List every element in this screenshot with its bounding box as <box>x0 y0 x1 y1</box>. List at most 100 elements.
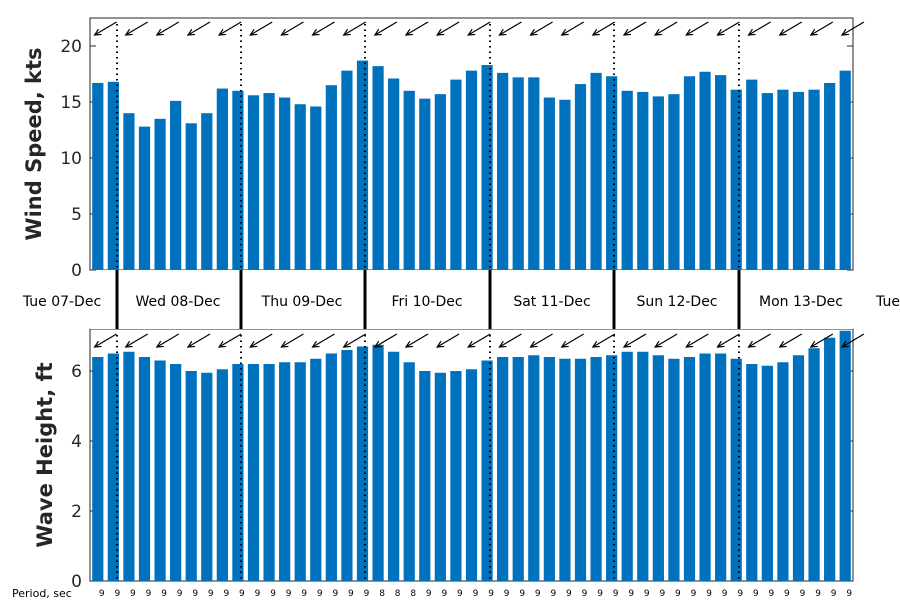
wave-bar <box>574 358 587 581</box>
arrow-shaft <box>841 21 865 36</box>
wind-bar <box>512 77 524 270</box>
period-value: 8 <box>410 589 416 599</box>
arrow-head <box>155 28 164 36</box>
wave-direction-arrow <box>249 333 273 348</box>
wind-bar <box>574 84 587 270</box>
arrow-shaft <box>249 333 273 348</box>
arrow-shaft <box>187 333 211 348</box>
wave-direction-arrow <box>653 333 678 348</box>
arrow-shaft <box>467 21 491 36</box>
wind-direction-arrow <box>591 21 616 36</box>
wind-direction-arrow <box>249 21 273 36</box>
period-value: 9 <box>332 589 338 599</box>
wave-ytick-label: 0 <box>71 572 82 592</box>
period-value: 9 <box>768 589 774 599</box>
period-value: 9 <box>753 589 759 599</box>
arrow-shaft <box>343 333 367 348</box>
arrow-shaft <box>312 333 335 348</box>
arrow-head <box>840 28 850 36</box>
wind-bar <box>403 90 415 270</box>
arrow-shaft <box>436 333 460 348</box>
period-value: 9 <box>597 589 603 599</box>
arrow-shaft <box>685 333 709 348</box>
period-value: 9 <box>737 589 743 599</box>
wind-direction-arrow <box>498 21 522 36</box>
day-label: Mon 13-Dec <box>759 294 843 310</box>
period-value: 9 <box>566 589 572 599</box>
wave-bar <box>808 348 820 581</box>
wind-bar <box>341 70 353 270</box>
wind-direction-arrow <box>155 21 180 36</box>
arrow-shaft <box>218 333 242 348</box>
wind-direction-arrow <box>840 21 865 36</box>
arrow-shaft <box>592 21 616 36</box>
arrow-shaft <box>125 21 149 36</box>
arrow-head <box>93 340 102 348</box>
arrow-head <box>747 340 756 348</box>
arrow-head <box>342 340 351 348</box>
wind-bar <box>839 70 851 270</box>
wave-bar <box>372 344 384 581</box>
wind-bars-group <box>92 60 851 271</box>
wind-bar <box>559 99 571 270</box>
wind-direction-arrow <box>716 21 740 36</box>
wave-direction-arrow <box>435 333 460 348</box>
wave-bar <box>388 351 400 581</box>
wave-direction-arrow <box>591 333 616 348</box>
wave-direction-arrow <box>186 333 211 348</box>
wave-bar <box>824 337 836 581</box>
arrow-head <box>280 28 289 36</box>
arrow-shaft <box>810 21 834 36</box>
wave-bar <box>138 357 151 581</box>
wave-bar <box>481 360 493 581</box>
wind-bar <box>263 93 275 270</box>
wave-direction-arrow <box>498 333 522 348</box>
period-value: 9 <box>535 589 541 599</box>
arrow-shaft <box>187 21 211 36</box>
wave-bar <box>512 357 524 581</box>
wind-direction-arrow <box>124 21 149 36</box>
arrow-head <box>467 28 476 36</box>
wave-bar <box>170 364 182 581</box>
arrow-shaft <box>405 21 429 36</box>
wind-bar <box>356 60 369 271</box>
wind-direction-arrow <box>186 21 211 36</box>
arrow-shaft <box>685 21 709 36</box>
arrow-head <box>435 340 445 348</box>
wind-direction-arrow <box>217 21 242 36</box>
wave-bar <box>652 355 664 581</box>
arrow-shaft <box>374 333 398 348</box>
day-strip <box>90 270 853 329</box>
wave-bar <box>761 365 773 581</box>
wind-bar <box>481 65 493 270</box>
wind-direction-arrow <box>93 21 117 36</box>
period-value: 9 <box>114 589 120 599</box>
arrow-head <box>840 340 850 348</box>
arrow-head <box>778 28 787 36</box>
arrow-shaft <box>156 333 180 348</box>
wave-bar <box>294 362 306 581</box>
arrow-shaft <box>249 21 273 36</box>
arrow-head <box>186 340 196 348</box>
wind-bar <box>185 123 197 270</box>
wind-bar <box>419 98 431 270</box>
arrow-head <box>529 340 538 348</box>
wind-direction-arrow <box>373 21 398 36</box>
wave-bar <box>247 364 260 581</box>
wave-direction-arrow <box>716 333 740 348</box>
arrow-head <box>404 340 414 348</box>
wind-direction-arrow <box>280 21 304 36</box>
arrow-head <box>653 340 663 348</box>
wave-bar <box>637 351 649 581</box>
wave-bar <box>746 364 758 581</box>
arrow-shaft <box>592 333 616 348</box>
period-value: 9 <box>504 589 510 599</box>
arrow-head <box>373 28 382 36</box>
wind-direction-arrow <box>622 21 647 36</box>
wind-bar <box>808 89 820 271</box>
day-label: Sun 12-Dec <box>636 294 717 310</box>
wave-bar <box>356 346 369 581</box>
arrow-shaft <box>94 21 117 36</box>
arrow-head <box>560 340 569 348</box>
period-value: 9 <box>457 589 463 599</box>
